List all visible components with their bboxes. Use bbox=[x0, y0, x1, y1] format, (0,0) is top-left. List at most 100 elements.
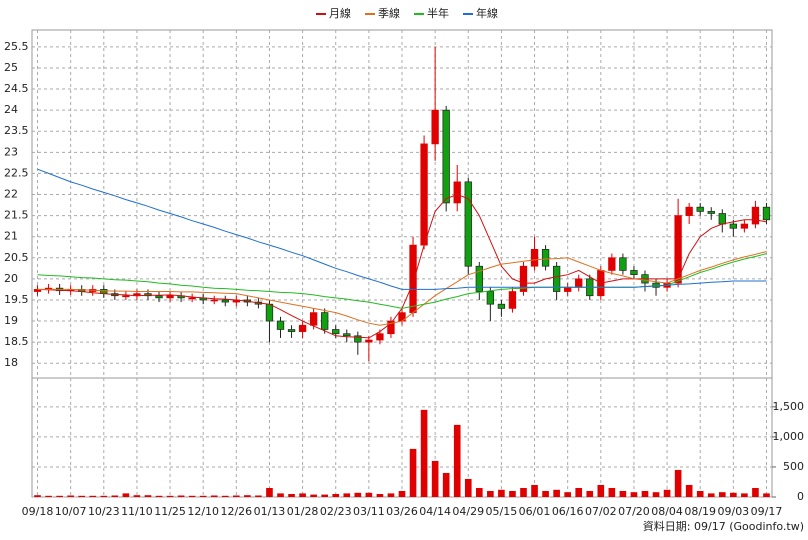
x-tick-label: 08/19 bbox=[684, 505, 716, 518]
y-tick-label: 19.5 bbox=[4, 293, 29, 306]
x-tick-label: 09/03 bbox=[717, 505, 749, 518]
volume-bar bbox=[387, 493, 395, 497]
y2-tick-label: 1,500 bbox=[773, 400, 805, 413]
volume-bar bbox=[409, 448, 417, 497]
candle-body bbox=[265, 303, 274, 322]
y-tick-label: 18.5 bbox=[4, 335, 29, 348]
candle-body bbox=[431, 109, 439, 145]
volume-bar bbox=[752, 487, 759, 497]
candle-body bbox=[442, 109, 450, 204]
candle-body bbox=[696, 206, 704, 212]
volume-bar bbox=[266, 487, 273, 497]
volume-bar bbox=[166, 495, 174, 497]
candle-body bbox=[376, 333, 384, 341]
ma-line bbox=[37, 168, 767, 290]
volume-bar bbox=[597, 484, 605, 497]
volume-bar bbox=[221, 495, 229, 497]
volume-bar bbox=[45, 495, 52, 497]
candle-body bbox=[475, 265, 483, 292]
candle-body bbox=[740, 223, 749, 229]
candle-body bbox=[343, 333, 351, 337]
volume-bar bbox=[630, 492, 638, 497]
candle-body bbox=[762, 206, 771, 221]
volume-bar bbox=[442, 472, 450, 497]
volume-bar bbox=[696, 490, 704, 497]
volume-bar bbox=[498, 489, 505, 497]
candle-body bbox=[508, 291, 517, 309]
volume-bar bbox=[575, 487, 583, 497]
legend-label: 季線 bbox=[378, 6, 400, 20]
plot-frame bbox=[31, 29, 773, 498]
volume-bar bbox=[288, 493, 295, 497]
candle-body bbox=[619, 257, 627, 271]
x-tick-label: 04/14 bbox=[419, 505, 451, 518]
volume-bar bbox=[487, 490, 494, 497]
candle-body bbox=[486, 291, 495, 305]
volume-bar bbox=[453, 424, 461, 497]
candle-body bbox=[751, 206, 760, 225]
y-tick-label: 24.5 bbox=[4, 82, 29, 95]
volume-bar bbox=[420, 409, 428, 497]
candle-body bbox=[210, 299, 218, 302]
candle-body bbox=[564, 286, 572, 292]
candle-body bbox=[188, 297, 196, 300]
volume-bar bbox=[641, 490, 649, 497]
y-tick-label: 21 bbox=[4, 230, 18, 243]
candle-body bbox=[354, 335, 362, 343]
ma-line bbox=[37, 251, 767, 326]
candle-body bbox=[729, 223, 738, 229]
volume-bar bbox=[244, 495, 251, 497]
volume-bar bbox=[531, 484, 538, 497]
volume-bar bbox=[564, 492, 571, 497]
candle-body bbox=[541, 248, 550, 267]
volume-bar bbox=[619, 490, 627, 497]
x-tick-label: 06/01 bbox=[519, 505, 551, 518]
x-tick-label: 07/20 bbox=[618, 505, 650, 518]
volume-bar bbox=[464, 478, 472, 497]
volume-bar bbox=[763, 493, 770, 497]
volume-bar bbox=[144, 495, 152, 497]
volume-bar bbox=[553, 489, 560, 497]
candle-body bbox=[309, 312, 318, 326]
volume-bar bbox=[608, 487, 616, 497]
volume-bar bbox=[398, 490, 406, 497]
candle-body bbox=[387, 320, 395, 335]
volume-bar bbox=[199, 495, 207, 497]
candle-body bbox=[221, 299, 229, 303]
candle-body bbox=[420, 143, 428, 246]
x-tick-label: 01/28 bbox=[287, 505, 319, 518]
volume-bar bbox=[343, 493, 351, 497]
y-tick-label: 20 bbox=[4, 272, 18, 285]
volume-bar bbox=[376, 493, 384, 497]
footnote: 資料日期: 09/17 (Goodinfo.tw) bbox=[643, 519, 804, 533]
volume-bar bbox=[718, 492, 726, 497]
y2-tick-label: 500 bbox=[783, 460, 804, 473]
volume-bar bbox=[663, 489, 671, 497]
candle-body bbox=[453, 181, 461, 204]
candle-body bbox=[685, 206, 693, 216]
volume-bar bbox=[122, 493, 130, 497]
volume-bar bbox=[431, 460, 439, 497]
candle-body bbox=[608, 257, 616, 271]
legend-label: 半年 bbox=[427, 6, 449, 20]
volume-bar bbox=[509, 490, 516, 497]
y-tick-label: 22 bbox=[4, 188, 18, 201]
y-tick-label: 20.5 bbox=[4, 251, 29, 264]
volume-bar bbox=[177, 495, 185, 497]
y-tick-label: 22.5 bbox=[4, 166, 29, 179]
volume-bar bbox=[255, 495, 262, 497]
x-tick-label: 10/23 bbox=[88, 505, 120, 518]
y-tick-label: 23.5 bbox=[4, 124, 29, 137]
y-tick-label: 23 bbox=[4, 145, 18, 158]
candle-body bbox=[674, 215, 682, 284]
candle-body bbox=[166, 295, 174, 299]
candle-body bbox=[519, 265, 528, 292]
volume-bar bbox=[332, 493, 340, 497]
x-tick-label: 10/07 bbox=[55, 505, 87, 518]
volume-bar bbox=[210, 495, 218, 497]
volume-bar bbox=[542, 490, 549, 497]
volume-bar bbox=[78, 495, 86, 497]
volume-bar bbox=[354, 492, 362, 497]
y-tick-label: 21.5 bbox=[4, 209, 29, 222]
candle-body bbox=[122, 295, 130, 298]
